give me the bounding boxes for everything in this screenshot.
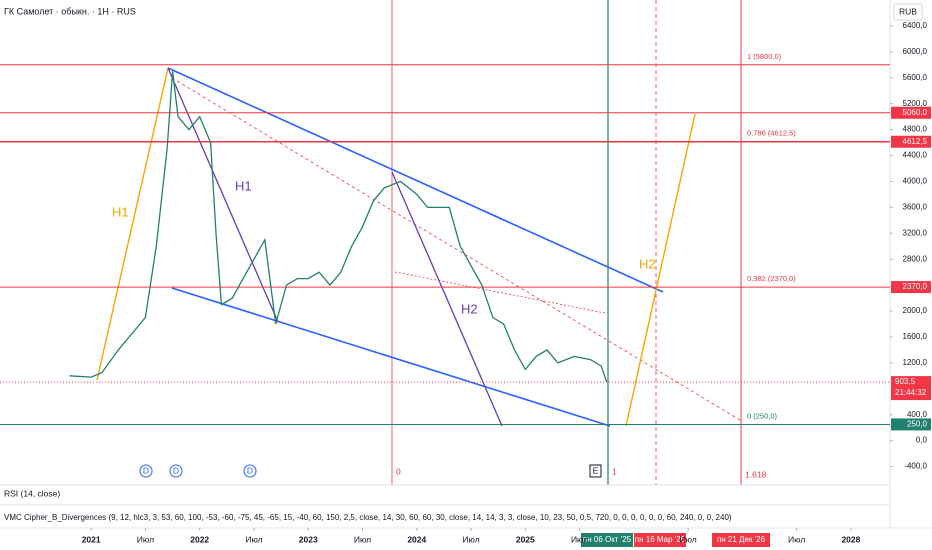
y-tick-label: 1600,0 (903, 332, 928, 341)
fib-time-label: 0 (396, 466, 401, 476)
axis-label: 250,0 (907, 420, 928, 429)
y-tick-label: 400,0 (907, 410, 928, 419)
y-tick-label: -400,0 (904, 462, 927, 471)
wave-line (167, 67, 279, 323)
level-label: 1 (5800,0) (747, 52, 782, 61)
indicator-title: VMC Cipher_B_Divergences (9, 12, hlc3, 3… (4, 513, 732, 522)
dividend-marker[interactable] (243, 464, 257, 478)
dividend-label: D (247, 465, 253, 475)
y-tick-label: 4000,0 (903, 177, 928, 186)
date-marker: пн 21 Дек '26 (717, 535, 766, 544)
wave-line (96, 67, 169, 381)
fib-time-label: 1.618 (745, 469, 767, 479)
y-tick-label: 3600,0 (903, 202, 928, 211)
axis-label-box (891, 418, 931, 431)
x-tick-label: 2028 (841, 534, 860, 544)
x-tick-label: 2025 (516, 534, 535, 544)
x-tick-label: Июл (679, 534, 696, 544)
currency-box (893, 3, 923, 21)
dividend-label: D (173, 465, 179, 475)
date-marker-box (634, 533, 686, 547)
level-label: 0 (250,0) (747, 411, 778, 420)
dividend-marker[interactable] (169, 464, 183, 478)
x-tick-label: Июл (462, 534, 479, 544)
fib-time-label: 1 (612, 466, 617, 476)
axis-label-box (891, 135, 931, 148)
wave-label: H2 (639, 256, 656, 271)
trend-line (167, 67, 664, 293)
wave-line (391, 171, 503, 427)
price-line (69, 71, 608, 383)
x-tick-label: 2022 (190, 534, 209, 544)
y-tick-label: 4800,0 (903, 125, 928, 134)
event-markers: D D D E (139, 464, 602, 478)
axis-label: 4612,5 (903, 137, 928, 146)
last-price: 903,5 (895, 377, 916, 386)
x-tick-label: 2024 (407, 534, 426, 544)
last-price-box (891, 376, 931, 401)
wave-label: H2 (461, 301, 478, 316)
trend-line (394, 271, 606, 314)
date-marker-box (581, 533, 633, 547)
drawings (0, 0, 932, 529)
trend-line (171, 287, 611, 427)
earnings-marker[interactable] (589, 464, 602, 478)
wave-label: H1 (235, 178, 252, 193)
axis-label-box (891, 106, 931, 119)
earnings-label: E (593, 465, 599, 475)
dividend-marker[interactable] (139, 464, 153, 478)
y-tick-label: 2000,0 (903, 306, 928, 315)
axis-label: 5060,0 (903, 108, 928, 117)
y-tick-label: 0,0 (916, 436, 928, 445)
date-marker: пн 16 Мар '26 (635, 535, 686, 544)
wave-line (625, 113, 696, 427)
currency: RUB (899, 6, 917, 16)
x-tick-label: 2023 (299, 534, 318, 544)
y-tick-label: 6400,0 (903, 21, 928, 30)
x-tick-label: Июл (137, 534, 154, 544)
axis-label: 2370,0 (903, 282, 928, 291)
price-axis: 6400,0 6000,0 5600,0 5200,0 4800,0 4400,0 4000… (890, 21, 928, 471)
x-tick-label: Июл (354, 534, 371, 544)
y-tick-label: 1200,0 (903, 358, 928, 367)
x-tick-label: Июл (245, 534, 262, 544)
indicator-title: RSI (14, close) (4, 488, 60, 498)
y-tick-label: 2800,0 (903, 254, 928, 263)
countdown: 21:44:32 (895, 388, 927, 397)
date-marker: пн 06 Окт '25 (583, 535, 632, 544)
y-tick-label: 3200,0 (903, 228, 928, 237)
x-tick-label: Июл (571, 534, 588, 544)
dividend-label: D (143, 465, 149, 475)
y-tick-label: 6000,0 (903, 47, 928, 56)
level-label: 0,382 (2370,0) (747, 274, 796, 283)
y-tick-label: 5600,0 (903, 73, 928, 82)
date-marker-box (712, 533, 770, 547)
y-tick-label: 5200,0 (903, 99, 928, 108)
x-tick-label: Июл (788, 534, 805, 544)
wave-label: H1 (112, 204, 129, 219)
level-label: 0,786 (4612,5) (747, 129, 796, 138)
chart-title: ГК Самолет · обыкн. · 1H · RUS (4, 6, 136, 16)
trend-line (171, 77, 741, 421)
y-tick-label: 4400,0 (903, 151, 928, 160)
axis-label-box (891, 281, 931, 294)
x-tick-label: 2021 (82, 534, 101, 544)
